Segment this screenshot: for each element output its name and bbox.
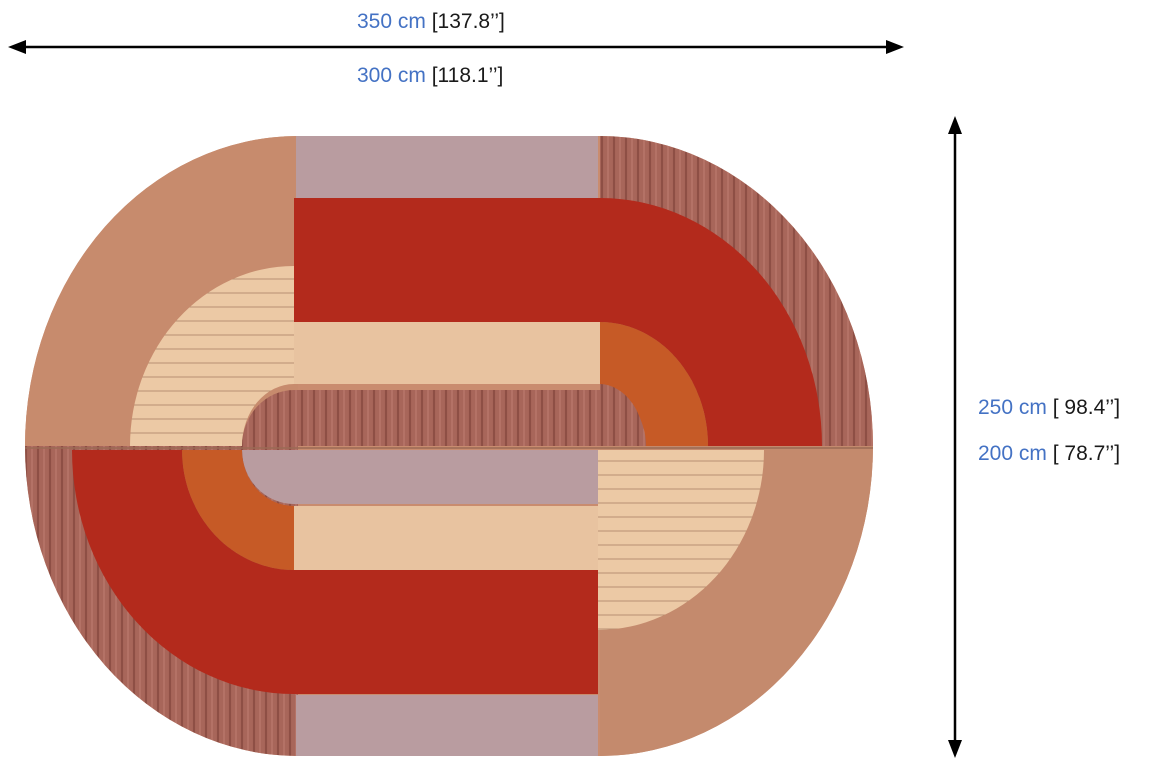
lilac-center-pill bbox=[242, 450, 646, 504]
height-inner-label: 200 cm [ 78.7’’] bbox=[978, 442, 1120, 466]
red-lower-band bbox=[72, 450, 598, 694]
width-outer-label: 350 cm [137.8’’] bbox=[357, 10, 505, 34]
height-outer-cm: 250 cm bbox=[978, 396, 1047, 419]
width-inner-in: [118.1’’] bbox=[431, 64, 504, 87]
rug-body bbox=[25, 136, 873, 756]
height-inner-in: [ 78.7’’] bbox=[1052, 442, 1121, 465]
height-outer-in: [ 98.4’’] bbox=[1052, 396, 1121, 419]
width-outer-in: [137.8’’] bbox=[431, 10, 505, 33]
width-outer-cm: 350 cm bbox=[357, 10, 426, 33]
lilac-bottom-band bbox=[296, 695, 598, 756]
beige-fan-left bbox=[130, 266, 294, 446]
width-inner-label: 300 cm [118.1’’] bbox=[357, 64, 503, 88]
height-arrow bbox=[948, 116, 962, 758]
beige-fan-right bbox=[598, 450, 764, 630]
lilac-top-band bbox=[296, 136, 598, 198]
width-inner-cm: 300 cm bbox=[357, 64, 426, 87]
width-arrow bbox=[8, 40, 904, 54]
height-inner-cm: 200 cm bbox=[978, 442, 1047, 465]
height-outer-label: 250 cm [ 98.4’’] bbox=[978, 396, 1120, 420]
